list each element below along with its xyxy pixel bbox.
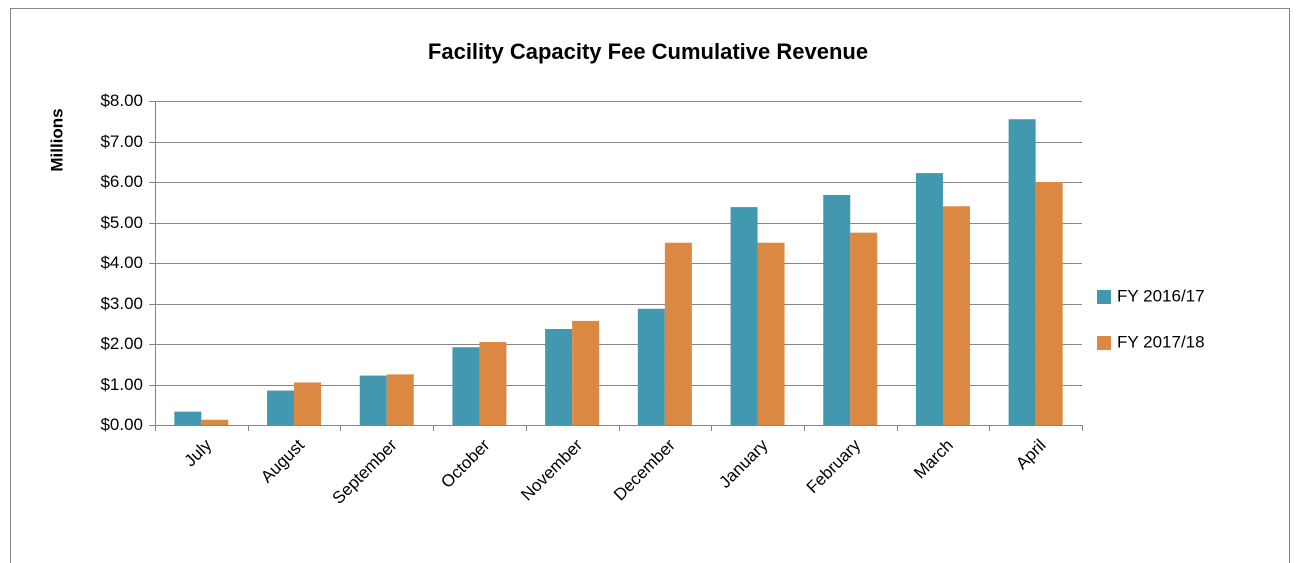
- bar: [545, 329, 573, 425]
- bar: [942, 206, 970, 425]
- bar: [1008, 119, 1036, 425]
- bar: [823, 194, 851, 425]
- y-tick-label: $6.00: [100, 172, 143, 191]
- bar: [479, 341, 507, 425]
- y-tick-label: $4.00: [100, 253, 143, 272]
- bar: [664, 242, 692, 425]
- y-tick-label: $1.00: [100, 375, 143, 394]
- bar: [359, 375, 387, 425]
- bar: [915, 173, 943, 425]
- bar: [452, 347, 480, 425]
- y-tick-label: $0.00: [100, 415, 143, 434]
- legend-swatch: [1097, 290, 1111, 304]
- bar: [1035, 182, 1063, 425]
- bar: [386, 374, 414, 425]
- chart-title: Facility Capacity Fee Cumulative Revenue: [428, 39, 868, 64]
- y-tick-label: $5.00: [100, 213, 143, 232]
- y-tick-label: $2.00: [100, 334, 143, 353]
- legend-label: FY 2017/18: [1117, 332, 1205, 351]
- bar: [850, 232, 878, 425]
- chart-border: [10, 8, 1290, 563]
- y-tick-label: $7.00: [100, 132, 143, 151]
- bar: [637, 308, 665, 425]
- legend-swatch: [1097, 336, 1111, 350]
- bar: [757, 242, 785, 425]
- y-axis-label: Millions: [47, 108, 66, 171]
- bar: [730, 207, 758, 425]
- legend-label: FY 2016/17: [1117, 286, 1205, 305]
- bar: [294, 382, 322, 425]
- bar: [267, 390, 295, 425]
- y-tick-label: $3.00: [100, 294, 143, 313]
- bar: [174, 411, 202, 425]
- bar: [572, 320, 600, 425]
- bar: [201, 419, 229, 425]
- y-tick-label: $8.00: [100, 91, 143, 110]
